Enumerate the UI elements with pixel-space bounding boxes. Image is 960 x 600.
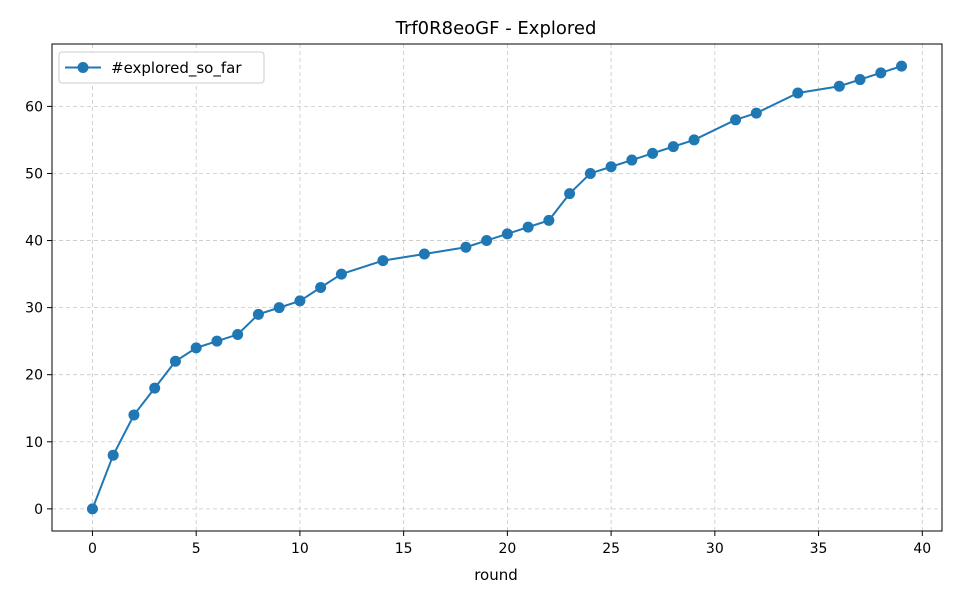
- y-axis-ticks: 0 10 20 30 40 50 60: [25, 99, 52, 518]
- data-point: [564, 188, 576, 200]
- data-point: [211, 335, 223, 347]
- data-point: [418, 248, 430, 260]
- x-tick-label: 20: [498, 541, 516, 557]
- data-point: [667, 141, 679, 153]
- data-point: [543, 214, 555, 226]
- data-point: [315, 282, 327, 293]
- data-point: [169, 355, 181, 367]
- legend-marker-swatch: [77, 62, 89, 73]
- x-tick-label: 35: [810, 541, 828, 557]
- y-tick-label: 20: [25, 368, 43, 384]
- data-point: [896, 60, 908, 72]
- data-point: [273, 302, 285, 314]
- data-point: [335, 268, 347, 280]
- chart-title: Trf0R8eoGF - Explored: [395, 18, 597, 39]
- y-tick-label: 0: [34, 502, 43, 518]
- data-point: [605, 161, 617, 173]
- legend-label: #explored_so_far: [111, 59, 242, 78]
- y-tick-label: 30: [25, 301, 43, 317]
- y-tick-label: 50: [25, 166, 43, 182]
- series-layer: [86, 60, 908, 515]
- data-point: [86, 503, 98, 515]
- x-tick-label: 25: [602, 541, 620, 557]
- data-point: [128, 409, 140, 421]
- data-point: [584, 167, 596, 179]
- x-tick-label: 15: [395, 541, 413, 557]
- data-point: [833, 80, 845, 92]
- plot-frame: [51, 43, 943, 532]
- legend: #explored_so_far: [58, 51, 265, 84]
- x-tick-label: 10: [291, 541, 309, 557]
- data-point: [647, 147, 659, 159]
- y-tick-label: 10: [25, 435, 43, 451]
- data-point: [294, 295, 306, 307]
- x-tick-label: 0: [88, 541, 97, 557]
- y-tick-label: 60: [25, 99, 43, 115]
- y-tick-label: 40: [25, 234, 43, 250]
- data-point: [460, 241, 472, 253]
- data-point: [481, 235, 493, 247]
- data-point: [190, 342, 202, 354]
- data-point: [750, 107, 762, 119]
- data-point: [149, 382, 161, 394]
- series-line: [91, 65, 902, 510]
- data-point: [854, 74, 866, 86]
- data-point: [875, 67, 887, 79]
- data-point: [252, 308, 264, 320]
- legend-box: [58, 51, 265, 84]
- data-point: [626, 154, 638, 166]
- x-axis-label: round: [474, 566, 518, 584]
- data-point: [377, 255, 389, 267]
- data-point: [522, 221, 534, 233]
- data-point: [232, 328, 244, 340]
- data-point: [792, 87, 804, 99]
- x-tick-label: 5: [192, 541, 201, 557]
- data-point: [501, 228, 513, 240]
- x-tick-label: 40: [913, 541, 931, 557]
- grid-lines: [52, 44, 942, 531]
- x-axis-ticks: 0 5 10 15 20 25 30 35 40: [88, 531, 931, 557]
- x-tick-label: 30: [706, 541, 724, 557]
- data-point: [688, 134, 700, 146]
- data-point: [730, 114, 742, 126]
- data-point: [107, 449, 119, 461]
